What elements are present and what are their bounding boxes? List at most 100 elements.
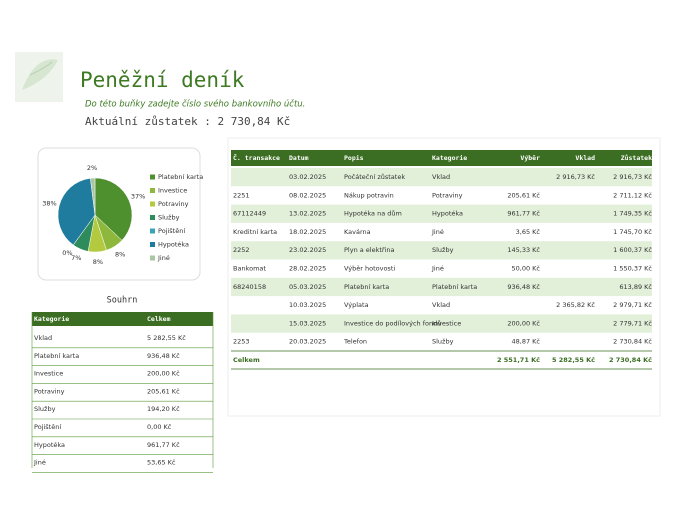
cell: Výběr hotovosti xyxy=(344,265,395,273)
legend-label: Jiné xyxy=(157,254,170,262)
cell: 1 749,35 Kč xyxy=(613,210,652,218)
summary-cell: 200,00 Kč xyxy=(147,370,180,378)
legend-label: Hypotéka xyxy=(158,241,189,249)
legend-swatch xyxy=(150,215,155,220)
cell: Investice xyxy=(432,319,461,327)
legend-swatch xyxy=(150,174,155,180)
row-band xyxy=(231,241,652,260)
cell: 1 600,37 Kč xyxy=(613,246,652,254)
cell: 2251 xyxy=(233,191,250,199)
cell: 13.02.2025 xyxy=(289,210,326,218)
summary-cell: 936,48 Kč xyxy=(147,352,180,360)
column-header: Vklad xyxy=(575,154,595,162)
legend-swatch xyxy=(150,255,155,261)
pie-label: 37% xyxy=(131,192,145,200)
legend-label: Platební karta xyxy=(158,173,203,181)
cell: 67112449 xyxy=(233,210,266,218)
cell: Platební karta xyxy=(432,283,477,291)
cell: 18.02.2025 xyxy=(289,228,326,236)
cell: Vklad xyxy=(432,173,450,181)
summary-cell: Hypotéka xyxy=(34,441,65,449)
legend-label: Potraviny xyxy=(158,200,189,208)
column-header: Datum xyxy=(289,154,309,162)
column-header: Č. transakce xyxy=(233,153,280,162)
cell: Hypotéka xyxy=(432,210,463,218)
summary-cell: Potraviny xyxy=(34,387,65,395)
cell: 2 730,84 Kč xyxy=(613,338,652,346)
summary-title: Souhrn xyxy=(107,296,138,306)
cell: 48,87 Kč xyxy=(511,338,540,346)
pie-label: 7% xyxy=(71,254,81,262)
legend-swatch xyxy=(150,242,155,247)
column-header: Zůstatek xyxy=(621,153,652,162)
cell: 2252 xyxy=(233,246,250,254)
pie-label: 2% xyxy=(87,164,97,172)
summary-cell: 53,65 Kč xyxy=(147,459,176,467)
summary-cell: Jiné xyxy=(33,459,46,467)
cell: Kreditní karta xyxy=(233,228,277,236)
legend-swatch xyxy=(150,201,155,207)
cell: Služby xyxy=(432,338,454,346)
legend-label: Investice xyxy=(158,187,187,195)
row-band xyxy=(231,277,652,297)
summary-cell: 205,61 Kč xyxy=(147,387,180,395)
cell: Nákup potravin xyxy=(344,191,394,199)
cell: Bankomat xyxy=(233,265,266,273)
cell: Služby xyxy=(432,246,454,254)
cell: Telefon xyxy=(343,338,367,346)
cell: Vklad xyxy=(432,301,450,309)
summary-cell: Investice xyxy=(34,370,63,378)
cell: 205,61 Kč xyxy=(507,191,540,199)
legend-swatch xyxy=(150,228,155,234)
summary-cell: 961,77 Kč xyxy=(147,441,180,449)
row-band xyxy=(231,314,652,333)
pie-label: 0% xyxy=(62,249,72,257)
column-header: Výběr xyxy=(520,154,540,162)
cell: 68240158 xyxy=(233,283,266,291)
cell: 1 745,70 Kč xyxy=(613,228,652,236)
total-cell: Celkem xyxy=(233,356,260,364)
cell: 2253 xyxy=(233,338,250,346)
cell: 2 711,12 Kč xyxy=(613,191,652,199)
summary-cell: 194,20 Kč xyxy=(147,405,180,413)
pie-label: 38% xyxy=(42,199,56,207)
cell: 2 779,71 Kč xyxy=(613,319,652,327)
pie-slice xyxy=(94,177,133,241)
cell: Jiné xyxy=(431,265,444,273)
summary-cell: Platební karta xyxy=(34,352,79,360)
summary-header xyxy=(32,312,213,326)
total-cell: 5 282,55 Kč xyxy=(552,356,595,364)
cell: 613,89 Kč xyxy=(619,283,652,291)
cell: 936,48 Kč xyxy=(507,283,540,291)
cell: 145,33 Kč xyxy=(507,246,540,254)
row-band xyxy=(231,168,652,187)
legend-label: Pojištění xyxy=(158,227,185,235)
cell: Plyn a elektřina xyxy=(344,246,395,254)
balance: Aktuální zůstatek : 2 730,84 Kč xyxy=(85,115,290,128)
leaf-decoration xyxy=(15,52,63,102)
summary-cell: 5 282,55 Kč xyxy=(147,334,186,342)
cell: 3,65 Kč xyxy=(516,228,541,236)
summary-column: Kategorie xyxy=(34,315,69,323)
column-header: Kategorie xyxy=(432,154,467,162)
summary-cell: Služby xyxy=(34,405,56,413)
cell: Kavárna xyxy=(344,228,371,236)
title: Peněžní deník xyxy=(80,68,245,92)
cell: Potraviny xyxy=(432,191,463,199)
cell: 20.03.2025 xyxy=(289,338,326,346)
pie-slice xyxy=(57,178,96,246)
cell: Platební karta xyxy=(344,283,389,291)
cell: 50,00 Kč xyxy=(511,265,540,273)
cell: Počáteční zůstatek xyxy=(344,173,405,181)
cell: 08.02.2025 xyxy=(289,191,326,199)
summary-cell: Pojištění xyxy=(34,423,61,431)
cell: 03.02.2025 xyxy=(289,173,326,181)
summary-column: Celkem xyxy=(147,315,171,323)
cell: Hypotéka na dům xyxy=(344,210,402,218)
cell: 961,77 Kč xyxy=(507,210,540,218)
legend-swatch xyxy=(150,188,155,193)
cell: 23.02.2025 xyxy=(289,246,326,254)
total-cell: 2 551,71 Kč xyxy=(497,356,540,364)
